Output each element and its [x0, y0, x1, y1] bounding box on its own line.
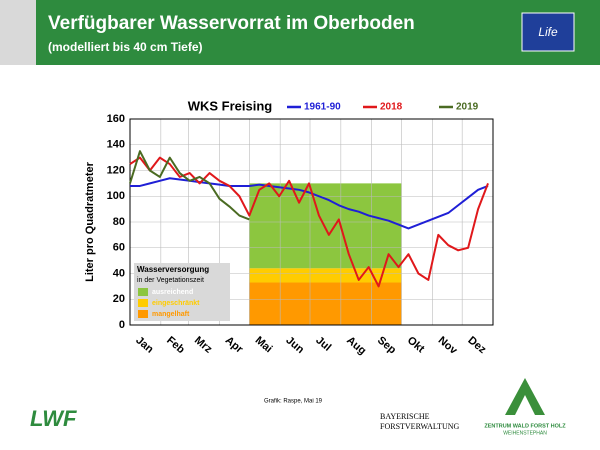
header-band: [0, 0, 600, 65]
series-line: [129, 156, 489, 288]
series-line: [129, 150, 250, 221]
lwf-logo: LWF: [30, 406, 77, 431]
bayern-logo: FORSTVERWALTUNG: [380, 422, 459, 431]
slide-title: Verfügbarer Wasservorrat im Oberboden: [48, 13, 415, 34]
legend-label: 2019: [456, 102, 479, 113]
y-axis-label: Liter pro Quadratmeter: [84, 161, 96, 282]
eu-logo: [521, 12, 575, 52]
zone-legend-box: [134, 263, 230, 321]
zone: [249, 183, 402, 269]
bayern-logo: BAYERISCHE: [380, 412, 430, 421]
header-corner: [0, 0, 36, 65]
y-tick-label: 60: [113, 242, 125, 254]
zentrum-logo: [505, 378, 545, 415]
y-tick-label: 140: [107, 139, 125, 151]
zone-legend-subtitle: in der Vegetationszeit: [137, 277, 204, 284]
zone-legend-label: eingeschränkt: [152, 300, 200, 307]
zone-legend-label: mangelhaft: [152, 311, 190, 318]
zentrum-logo-text: ZENTRUM WALD FORST HOLZ: [484, 423, 566, 429]
eu-logo-text: Life: [538, 25, 558, 39]
legend-label: 1961-90: [304, 102, 341, 113]
credit: Grafik: Raspe, Mai 19: [264, 399, 323, 405]
y-tick-label: 0: [119, 319, 125, 331]
zone: [249, 282, 402, 325]
y-tick-label: 100: [107, 190, 125, 202]
slide-subtitle: (modelliert bis 40 cm Tiefe): [48, 40, 203, 54]
y-tick-label: 80: [113, 216, 125, 228]
zone-legend-label: ausreichend: [152, 289, 193, 296]
y-tick-label: 160: [107, 113, 125, 125]
y-tick-label: 40: [113, 267, 125, 279]
chart-title: WKS Freising: [188, 98, 273, 113]
legend-label: 2018: [380, 102, 403, 113]
zone-legend-swatch: [138, 310, 148, 318]
zone: [249, 268, 402, 283]
zone-legend-swatch: [138, 288, 148, 296]
zone-legend-title: Wasserversorgung: [137, 265, 209, 274]
y-tick-label: 120: [107, 164, 125, 176]
zone-legend-swatch: [138, 299, 148, 307]
plot-frame: [129, 118, 494, 326]
y-tick-label: 20: [113, 293, 125, 305]
zentrum-logo-text: WEIHENSTEPHAN: [503, 430, 547, 436]
